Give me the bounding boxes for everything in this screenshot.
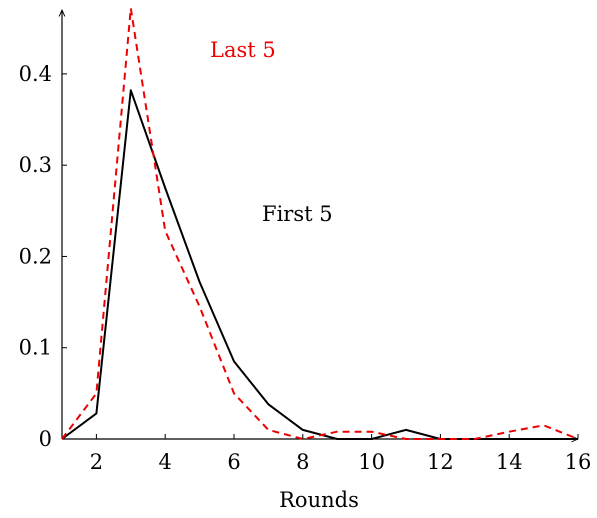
y-tick-label: 0 bbox=[39, 427, 52, 451]
series-line-last-5 bbox=[61, 7, 579, 440]
y-tick-label: 0.4 bbox=[19, 62, 52, 86]
x-tick-label: 4 bbox=[159, 450, 172, 474]
series-line-first-5 bbox=[61, 89, 578, 440]
series-label-first-5: First 5 bbox=[262, 202, 333, 226]
axes: 2 4 6 8 10 12 14 16 0 0.1 0.2 0.3 0.4 bbox=[19, 10, 592, 474]
series-label-last-5: Last 5 bbox=[210, 38, 276, 62]
y-tick-label: 0.1 bbox=[19, 336, 52, 360]
x-axis-label: Rounds bbox=[279, 488, 359, 512]
x-tick-label: 2 bbox=[90, 450, 103, 474]
y-tick-label: 0.2 bbox=[19, 244, 52, 268]
x-tick-label: 6 bbox=[227, 450, 240, 474]
y-tick-label: 0.3 bbox=[19, 153, 52, 177]
x-tick-label: 16 bbox=[565, 450, 592, 474]
labels: First 5 Last 5 Rounds bbox=[210, 38, 359, 512]
series-layer bbox=[61, 7, 579, 440]
x-tick-label: 14 bbox=[496, 450, 523, 474]
x-tick-label: 12 bbox=[427, 450, 454, 474]
x-tick-label: 10 bbox=[358, 450, 385, 474]
x-tick-label: 8 bbox=[296, 450, 309, 474]
